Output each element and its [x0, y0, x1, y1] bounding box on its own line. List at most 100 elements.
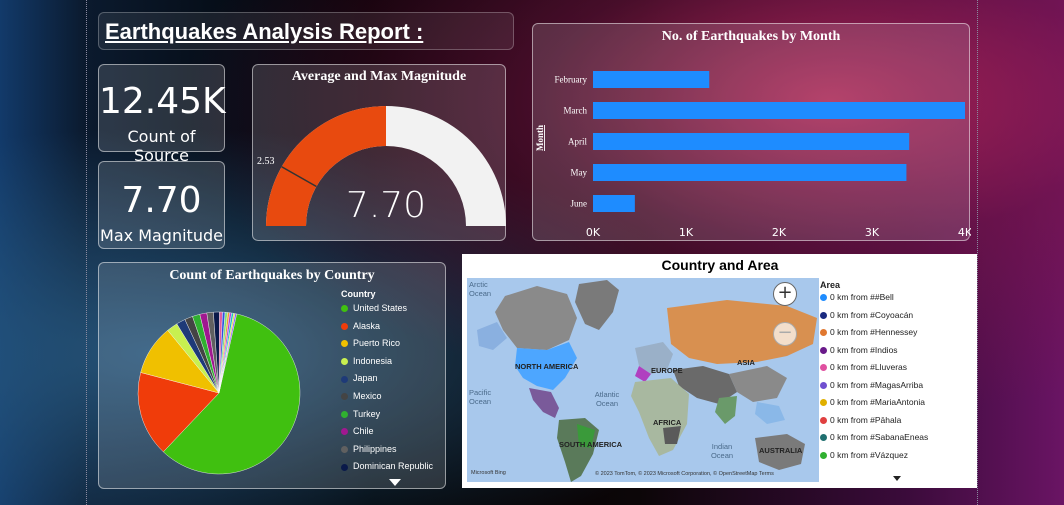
- map-canada: [495, 286, 577, 350]
- max-magnitude-value: 7.70: [121, 180, 202, 221]
- pie-legend-item[interactable]: Alaska: [341, 321, 380, 337]
- map-legend-item[interactable]: 0 km from #Vázquez: [820, 450, 908, 466]
- bar-category-label: April: [568, 137, 587, 147]
- bar-x-tick-label: 0K: [586, 226, 601, 239]
- map-united-states: [515, 342, 577, 390]
- map-australia: [755, 434, 805, 470]
- map-legend-item[interactable]: 0 km from #Coyoacán: [820, 310, 913, 326]
- legend-dot-icon: [820, 451, 827, 459]
- legend-dot-icon: [820, 381, 827, 389]
- pie-legend-label: Alaska: [353, 320, 381, 331]
- map-legend-item[interactable]: 0 km from #Indios: [820, 345, 898, 361]
- map-label-asia: ASIA: [737, 358, 755, 367]
- map-iberia: [635, 366, 651, 382]
- pie-legend-label: Japan: [353, 373, 378, 384]
- report-canvas-frame: [86, 0, 978, 505]
- legend-dot-icon: [341, 357, 348, 365]
- bar-may[interactable]: [593, 164, 907, 181]
- map-europe: [635, 342, 673, 374]
- map-india: [715, 396, 737, 424]
- pie-legend-label: Puerto Rico: [353, 338, 401, 349]
- map-legend-item[interactable]: 0 km from #SabanaEneas: [820, 432, 928, 448]
- map-middle-east: [673, 366, 737, 404]
- map-label-north-america: NORTH AMERICA: [515, 362, 579, 371]
- map-legend-label: 0 km from #MagasArriba: [830, 379, 924, 390]
- count-of-source-card[interactable]: 12.45K Count of Source: [98, 64, 226, 165]
- pie-legend-item[interactable]: Philippines: [341, 444, 397, 460]
- map-zoom-in-button[interactable]: +: [773, 282, 797, 306]
- pie-legend-item[interactable]: Chile: [341, 426, 374, 442]
- pie-slice-united-states[interactable]: [163, 313, 301, 475]
- bar-category-label: February: [555, 75, 588, 85]
- legend-dot-icon: [341, 322, 348, 330]
- count-of-source-label: Count of Source: [127, 127, 196, 165]
- map-legend-item[interactable]: 0 km from #MagasArriba: [820, 380, 923, 396]
- bar-march[interactable]: [593, 102, 965, 119]
- pie-slice-other[interactable]: [218, 313, 237, 394]
- map-label-atlantic: Atlantic Ocean: [594, 390, 620, 408]
- map-alaska: [477, 322, 507, 350]
- bar-june[interactable]: [593, 195, 635, 212]
- map-label-indian: Indian Ocean: [710, 442, 734, 460]
- map-legend-label: 0 km from ##Bell: [830, 292, 894, 302]
- country-pie-card[interactable]: Count of Earthquakes by Country Country …: [98, 262, 446, 489]
- map-legend-title: Area: [820, 280, 841, 290]
- legend-dot-icon: [820, 346, 827, 354]
- world-map[interactable]: Arctic Ocean NORTH AMERICA EUROPE ASIA P…: [467, 278, 819, 482]
- pie-legend-label: Chile: [353, 426, 374, 437]
- country-pie-chart: [137, 311, 301, 475]
- legend-dot-icon: [341, 428, 348, 436]
- map-legend-label: 0 km from #Hennessey: [830, 327, 918, 337]
- legend-dot-icon: [820, 416, 827, 424]
- legend-dot-icon: [820, 329, 827, 337]
- gauge-card[interactable]: Average and Max Magnitude 2.53 7.70: [252, 64, 506, 241]
- map-east-africa: [663, 426, 681, 444]
- map-legend-label: 0 km from #MariaAntonia: [830, 397, 925, 407]
- month-bar-chart-card[interactable]: No. of Earthquakes by Month Month Februa…: [532, 23, 971, 241]
- map-greenland: [575, 280, 619, 330]
- gauge-target-marker: [281, 166, 317, 188]
- map-legend-label: 0 km from #SabanaEneas: [830, 432, 929, 442]
- map-zoom-out-button[interactable]: −: [773, 322, 797, 346]
- map-legend-scroll-down-icon[interactable]: [893, 476, 901, 481]
- pie-legend-title: Country: [341, 289, 376, 299]
- map-legend-item[interactable]: 0 km from #Hennessey: [820, 327, 917, 343]
- legend-dot-icon: [341, 445, 348, 453]
- legend-dot-icon: [341, 410, 348, 418]
- pie-legend-item[interactable]: Turkey: [341, 409, 380, 425]
- bar-april[interactable]: [593, 133, 910, 150]
- pie-legend-item[interactable]: Japan: [341, 373, 378, 389]
- pie-slice-alaska[interactable]: [137, 372, 220, 453]
- legend-scroll-down-icon[interactable]: [389, 479, 401, 486]
- map-legend-item[interactable]: 0 km from #Pāhala: [820, 415, 901, 431]
- gauge-chart: 2.53 7.70: [257, 106, 506, 226]
- pie-legend-label: United States: [353, 303, 408, 313]
- pie-legend-item[interactable]: Puerto Rico: [341, 338, 400, 354]
- world-map-shapes: [477, 280, 817, 482]
- gauge-target-label: 2.53: [257, 156, 275, 167]
- pie-legend-item[interactable]: Mexico: [341, 391, 382, 407]
- map-label-pacific: Pacific Ocean: [469, 388, 492, 406]
- map-attribution[interactable]: © 2023 TomTom, © 2023 Microsoft Corporat…: [595, 471, 774, 477]
- max-magnitude-label: Max Magnitude: [100, 226, 223, 245]
- pie-legend-label: Dominican Republic: [353, 461, 434, 472]
- map-legend-item[interactable]: 0 km from #Lluveras: [820, 362, 907, 378]
- legend-dot-icon: [341, 340, 348, 348]
- map-legend-item[interactable]: 0 km from #MariaAntonia: [820, 397, 925, 413]
- pie-legend-item[interactable]: United States: [341, 303, 407, 319]
- map-legend-label: 0 km from #Indios: [830, 344, 898, 355]
- map-label-europe: EUROPE: [651, 366, 683, 375]
- map-legend-label: 0 km from #Pāhala: [830, 414, 902, 425]
- max-magnitude-card[interactable]: 7.70 Max Magnitude: [98, 161, 225, 249]
- pie-legend-item[interactable]: Dominican Republic: [341, 461, 433, 477]
- map-legend-item[interactable]: 0 km from ##Bell: [820, 292, 894, 308]
- gauge-title: Average and Max Magnitude: [291, 69, 467, 84]
- pie-legend-item[interactable]: Indonesia: [341, 356, 392, 372]
- country-area-map-card[interactable]: Country and Area: [462, 254, 977, 488]
- map-label-arctic: Arctic Ocean: [469, 280, 492, 298]
- month-bar-chart: Month February March April May June 0K 1K 2K 3K 4…: [535, 71, 971, 239]
- bar-x-tick-label: 2K: [772, 226, 787, 239]
- bar-february[interactable]: [593, 71, 710, 88]
- bar-x-tick-label: 1K: [679, 226, 694, 239]
- report-title: Earthquakes Analysis Report :: [105, 19, 424, 44]
